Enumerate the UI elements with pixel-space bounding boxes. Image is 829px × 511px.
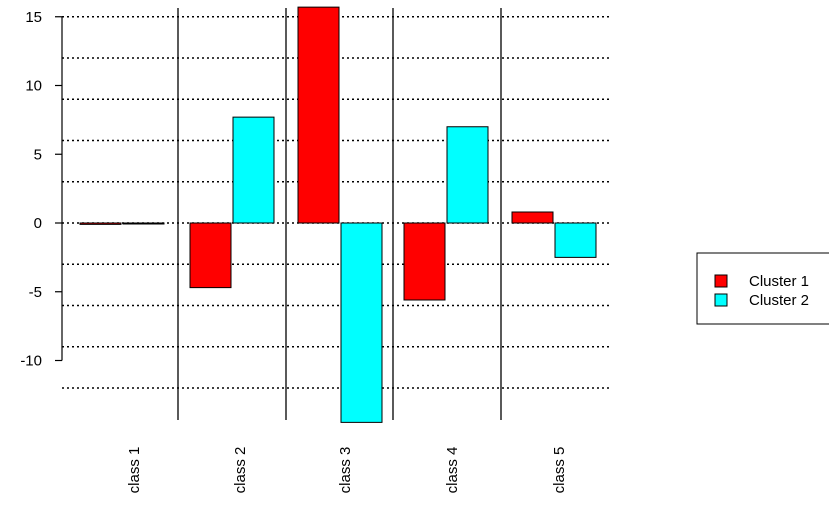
bar	[340, 222, 383, 423]
legend-label: Cluster 1	[749, 273, 809, 290]
x-tick-label: class 5	[551, 447, 568, 494]
y-tick-label: 5	[34, 146, 42, 163]
legend-box	[696, 252, 829, 325]
legend-swatch	[714, 274, 728, 288]
bars	[79, 6, 597, 423]
y-axis: -10 -5 0 5 10 15	[20, 9, 63, 370]
bar	[446, 126, 489, 224]
legend-label: Cluster 2	[749, 292, 809, 309]
bar	[189, 222, 232, 289]
bar	[297, 6, 340, 224]
bar	[511, 211, 554, 224]
x-tick-labels: class 1 class 2 class 3 class 4 class 5	[126, 447, 568, 494]
bar	[122, 222, 165, 225]
legend-swatch	[714, 293, 728, 307]
category-separators	[177, 8, 502, 420]
x-tick-label: class 2	[232, 447, 249, 494]
y-tick-label: -10	[20, 353, 42, 370]
y-tick-label: 0	[34, 215, 42, 232]
y-tick-label: -5	[29, 284, 42, 301]
legend: Cluster 1 Cluster 2	[696, 252, 829, 325]
y-tick-label: 10	[25, 78, 42, 95]
x-tick-label: class 4	[444, 447, 461, 494]
y-tick-label: 15	[25, 9, 42, 26]
bar	[232, 116, 275, 224]
bar	[403, 222, 446, 301]
bar	[79, 222, 122, 225]
x-tick-label: class 3	[337, 447, 354, 494]
bar	[554, 222, 597, 258]
x-tick-label: class 1	[126, 447, 143, 494]
